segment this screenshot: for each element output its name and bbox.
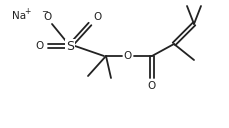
Text: O: O	[148, 81, 156, 91]
Text: O: O	[35, 41, 43, 51]
Text: O: O	[124, 51, 132, 61]
Text: O: O	[44, 12, 52, 22]
Text: O: O	[94, 12, 102, 22]
Text: +: +	[24, 8, 30, 17]
Text: −: −	[41, 8, 49, 17]
Text: S: S	[66, 40, 74, 52]
Text: Na: Na	[12, 11, 26, 21]
